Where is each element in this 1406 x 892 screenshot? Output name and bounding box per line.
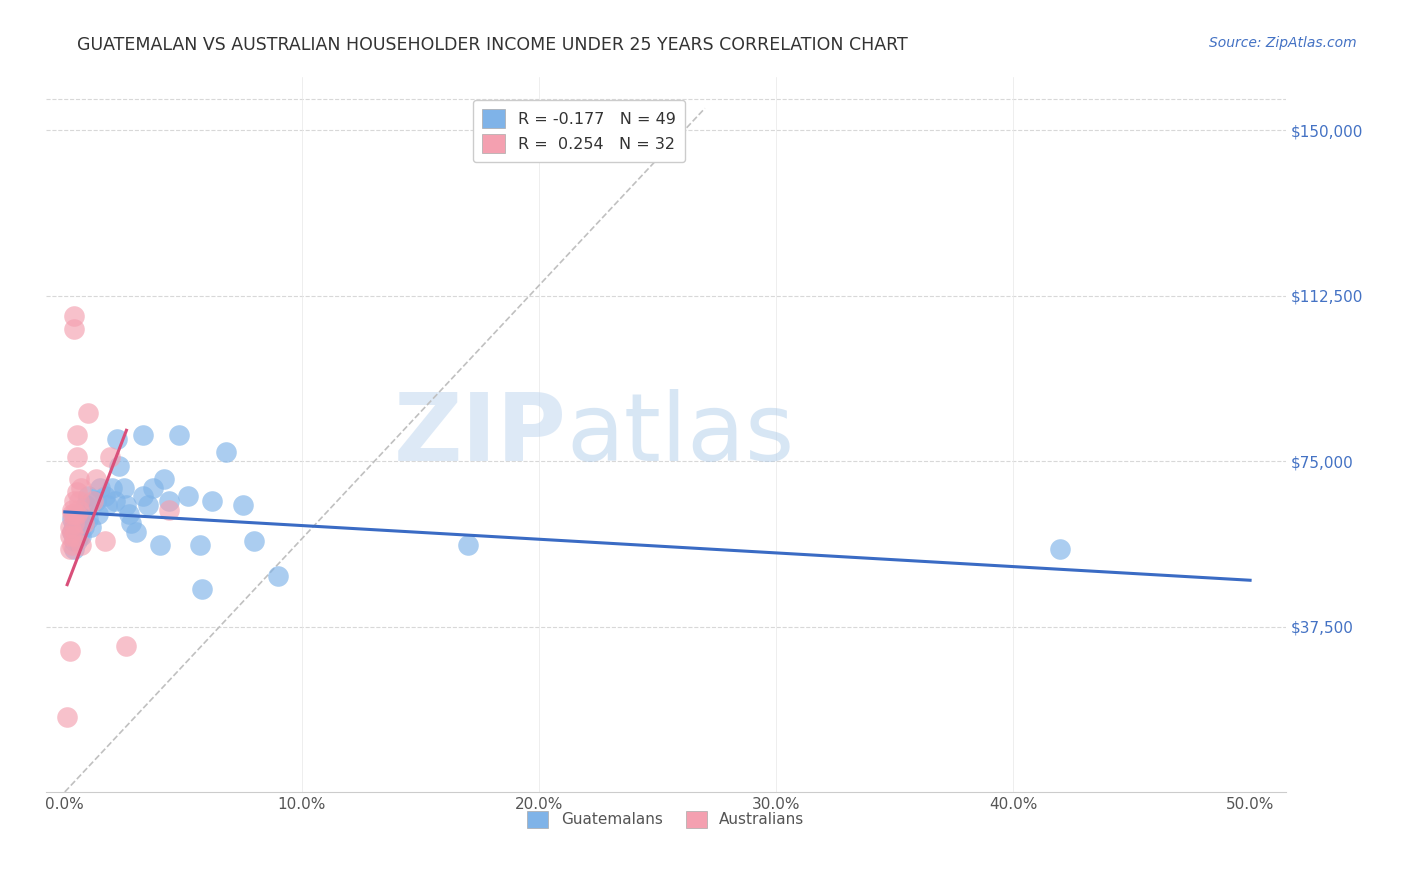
Point bbox=[73, 516, 96, 530]
Point bbox=[167, 427, 190, 442]
Point bbox=[77, 511, 100, 525]
Point bbox=[58, 529, 80, 543]
Point bbox=[63, 322, 86, 336]
Point bbox=[118, 507, 141, 521]
Point bbox=[84, 494, 107, 508]
Point bbox=[67, 502, 90, 516]
Point bbox=[77, 406, 100, 420]
Point bbox=[63, 529, 86, 543]
Point bbox=[60, 511, 83, 525]
Point bbox=[215, 445, 238, 459]
Point bbox=[136, 498, 159, 512]
Point bbox=[66, 427, 89, 442]
Point bbox=[70, 538, 93, 552]
Text: ZIP: ZIP bbox=[394, 389, 567, 481]
Point bbox=[94, 533, 117, 548]
Point bbox=[66, 507, 89, 521]
Point bbox=[115, 498, 138, 512]
Point bbox=[70, 516, 93, 530]
Point bbox=[58, 542, 80, 557]
Point bbox=[103, 494, 125, 508]
Point bbox=[63, 507, 86, 521]
Point bbox=[60, 538, 83, 552]
Point bbox=[87, 507, 110, 521]
Text: atlas: atlas bbox=[567, 389, 794, 481]
Point bbox=[63, 309, 86, 323]
Point bbox=[1049, 542, 1071, 557]
Point bbox=[66, 450, 89, 464]
Point bbox=[63, 520, 86, 534]
Point bbox=[115, 640, 138, 654]
Point bbox=[177, 490, 200, 504]
Point bbox=[70, 529, 93, 543]
Point bbox=[66, 524, 89, 539]
Point bbox=[63, 542, 86, 557]
Legend: Guatemalans, Australians: Guatemalans, Australians bbox=[522, 805, 810, 834]
Point bbox=[56, 710, 79, 724]
Point bbox=[101, 481, 124, 495]
Point bbox=[84, 472, 107, 486]
Point bbox=[75, 498, 97, 512]
Point bbox=[63, 533, 86, 548]
Text: GUATEMALAN VS AUSTRALIAN HOUSEHOLDER INCOME UNDER 25 YEARS CORRELATION CHART: GUATEMALAN VS AUSTRALIAN HOUSEHOLDER INC… bbox=[77, 36, 908, 54]
Point bbox=[108, 458, 131, 473]
Point bbox=[112, 481, 135, 495]
Text: Source: ZipAtlas.com: Source: ZipAtlas.com bbox=[1209, 36, 1357, 50]
Point bbox=[63, 494, 86, 508]
Point bbox=[201, 494, 224, 508]
Point bbox=[82, 494, 104, 508]
Point bbox=[58, 520, 80, 534]
Point bbox=[89, 481, 111, 495]
Point bbox=[66, 485, 89, 500]
Point bbox=[73, 520, 96, 534]
Point bbox=[141, 481, 163, 495]
Point bbox=[58, 644, 80, 658]
Point bbox=[120, 516, 142, 530]
Point bbox=[132, 427, 155, 442]
Point bbox=[60, 524, 83, 539]
Point bbox=[67, 507, 90, 521]
Point bbox=[66, 533, 89, 548]
Point bbox=[94, 490, 117, 504]
Point bbox=[153, 472, 176, 486]
Point bbox=[267, 569, 290, 583]
Point bbox=[77, 490, 100, 504]
Point bbox=[66, 511, 89, 525]
Point bbox=[67, 494, 90, 508]
Point bbox=[125, 524, 148, 539]
Point bbox=[157, 494, 180, 508]
Point bbox=[132, 490, 155, 504]
Point bbox=[80, 520, 103, 534]
Point bbox=[96, 498, 118, 512]
Point bbox=[191, 582, 214, 596]
Point bbox=[105, 432, 128, 446]
Point bbox=[60, 502, 83, 516]
Point bbox=[457, 538, 479, 552]
Point bbox=[60, 524, 83, 539]
Point bbox=[243, 533, 266, 548]
Point bbox=[188, 538, 211, 552]
Point bbox=[157, 502, 180, 516]
Point bbox=[67, 529, 90, 543]
Point bbox=[60, 507, 83, 521]
Point bbox=[67, 472, 90, 486]
Point bbox=[149, 538, 172, 552]
Point bbox=[63, 516, 86, 530]
Point bbox=[70, 481, 93, 495]
Point bbox=[232, 498, 254, 512]
Point bbox=[98, 450, 121, 464]
